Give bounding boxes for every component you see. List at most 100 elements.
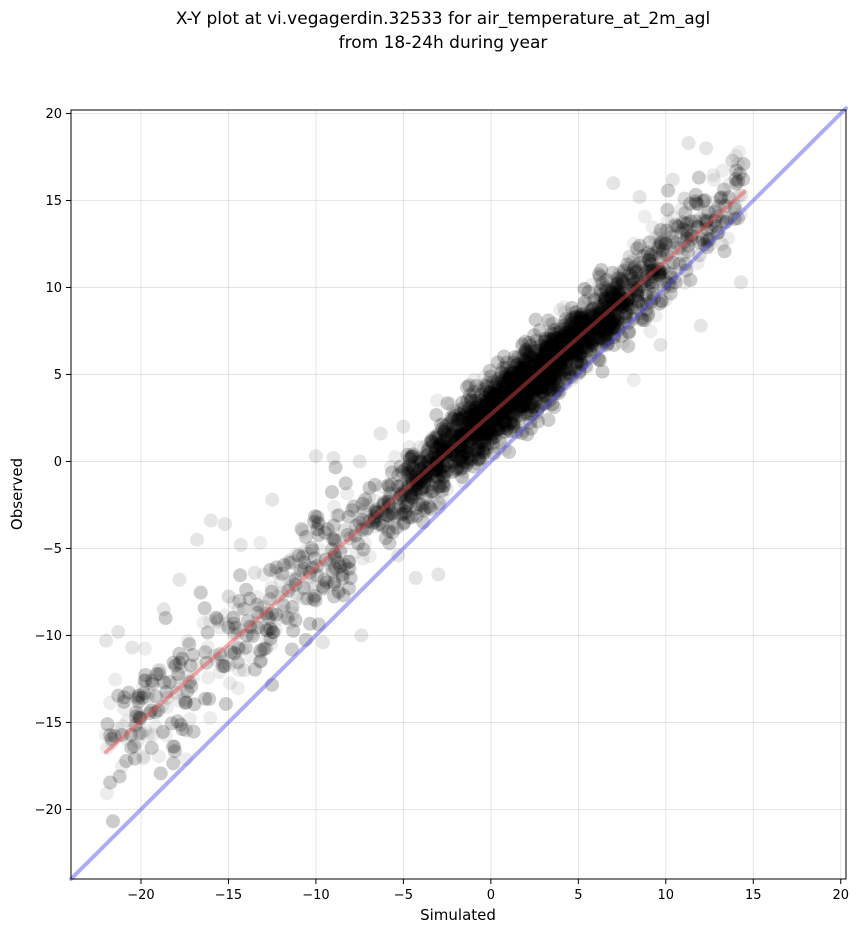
scatter-point	[596, 334, 611, 349]
scatter-point	[376, 517, 391, 532]
scatter-point	[446, 411, 461, 426]
scatter-point	[707, 213, 722, 228]
scatter-point	[583, 324, 598, 339]
scatter-point	[731, 174, 746, 189]
scatter-point	[541, 351, 556, 366]
scatter-point	[579, 327, 594, 342]
scatter-point	[454, 442, 469, 457]
scatter-point	[473, 416, 488, 431]
scatter-point	[259, 623, 274, 638]
scatter-point	[437, 422, 452, 437]
scatter-point	[462, 388, 477, 403]
scatter-point	[360, 522, 375, 537]
scatter-point	[472, 404, 487, 419]
scatter-point	[546, 389, 561, 404]
scatter-point	[583, 304, 598, 319]
scatter-point	[414, 462, 429, 477]
scatter-point	[496, 421, 511, 436]
scatter-point	[445, 412, 460, 427]
scatter-point	[465, 431, 480, 446]
scatter-point	[530, 363, 545, 378]
scatter-point	[443, 397, 458, 412]
scatter-point	[141, 691, 156, 706]
scatter-point	[187, 697, 202, 712]
scatter-point	[477, 438, 492, 453]
scatter-point	[558, 364, 573, 379]
scatter-point	[543, 332, 558, 347]
scatter-point	[680, 215, 695, 230]
scatter-point	[316, 579, 331, 594]
scatter-point	[505, 392, 520, 407]
scatter-point	[530, 358, 545, 373]
scatter-point	[447, 408, 462, 423]
scatter-point	[575, 323, 590, 338]
scatter-point	[508, 393, 523, 408]
scatter-point	[453, 425, 468, 440]
scatter-point	[502, 386, 517, 401]
scatter-point	[370, 504, 385, 519]
scatter-point	[690, 220, 705, 235]
scatter-point	[527, 328, 542, 343]
scatter-point	[547, 357, 562, 372]
scatter-point	[521, 375, 536, 390]
scatter-point	[604, 296, 619, 311]
scatter-point	[209, 610, 224, 625]
scatter-point	[605, 305, 620, 320]
scatter-point	[425, 461, 440, 476]
scatter-point	[405, 478, 420, 493]
scatter-point	[615, 297, 630, 312]
scatter-point	[182, 711, 197, 726]
scatter-point	[340, 486, 355, 501]
scatter-point	[232, 623, 247, 638]
scatter-point	[376, 497, 391, 512]
scatter-point	[486, 375, 501, 390]
scatter-point	[135, 690, 150, 705]
scatter-point	[456, 417, 471, 432]
scatter-point	[531, 359, 546, 374]
scatter-point	[224, 644, 239, 659]
scatter-point	[467, 411, 482, 426]
scatter-point	[589, 318, 604, 333]
scatter-point	[468, 386, 483, 401]
scatter-point	[256, 642, 271, 657]
scatter-point	[253, 643, 268, 658]
scatter-point	[535, 374, 550, 389]
scatter-point	[480, 414, 495, 429]
scatter-point	[539, 344, 554, 359]
scatter-point	[534, 375, 549, 390]
scatter-point	[613, 291, 628, 306]
scatter-point	[321, 551, 336, 566]
scatter-point	[506, 384, 521, 399]
scatter-point	[369, 519, 384, 534]
scatter-point	[263, 631, 278, 646]
scatter-point	[550, 383, 565, 398]
scatter-point	[448, 463, 463, 478]
scatter-point	[423, 466, 438, 481]
scatter-point	[558, 348, 573, 363]
scatter-point	[406, 482, 421, 497]
scatter-point	[655, 265, 670, 280]
scatter-point	[559, 333, 574, 348]
scatter-point	[233, 568, 248, 583]
scatter-point	[285, 606, 300, 621]
scatter-point	[437, 418, 452, 433]
scatter-point	[478, 421, 493, 436]
scatter-point	[403, 486, 418, 501]
scatter-point	[534, 357, 549, 372]
scatter-point	[507, 392, 522, 407]
scatter-point	[553, 357, 568, 372]
scatter-point	[401, 496, 416, 511]
scatter-point	[699, 213, 714, 228]
scatter-point	[542, 374, 557, 389]
scatter-point	[551, 325, 566, 340]
scatter-point	[426, 430, 441, 445]
scatter-point	[507, 376, 522, 391]
scatter-point	[490, 403, 505, 418]
scatter-point	[604, 305, 619, 320]
scatter-point	[483, 425, 498, 440]
scatter-point	[617, 294, 632, 309]
scatter-point	[506, 354, 521, 369]
scatter-point	[166, 756, 181, 771]
scatter-point	[432, 496, 447, 511]
scatter-point	[438, 427, 453, 442]
